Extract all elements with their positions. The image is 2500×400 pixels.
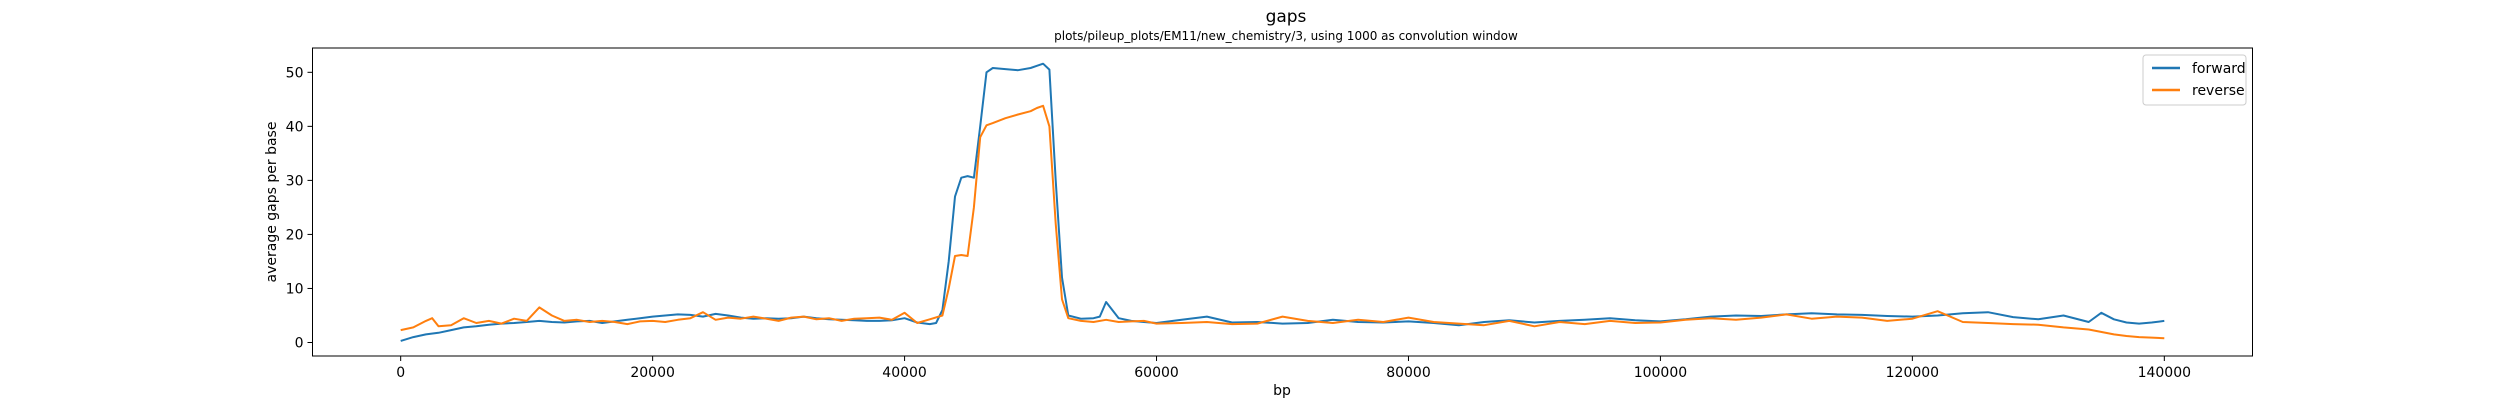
chart-title: gaps bbox=[1266, 7, 1307, 27]
series-line-forward bbox=[400, 62, 2165, 342]
x-tick-label: 0 bbox=[396, 365, 405, 381]
x-tick-label: 20000 bbox=[630, 365, 675, 381]
y-tick-label: 10 bbox=[286, 281, 304, 297]
plot-area bbox=[400, 62, 2165, 342]
y-tick-label: 20 bbox=[286, 227, 304, 243]
x-axis: 0 20000 40000 60000 80000 100000 120000 140000 bbox=[396, 356, 2191, 381]
legend-label-forward: forward bbox=[2192, 61, 2246, 77]
x-tick-label: 40000 bbox=[882, 365, 927, 381]
y-tick-label: 40 bbox=[286, 119, 304, 135]
x-tick-label: 120000 bbox=[1886, 365, 1939, 381]
y-axis-label: average gaps per base bbox=[264, 122, 280, 283]
legend-label-reverse: reverse bbox=[2192, 83, 2245, 99]
legend: forward reverse bbox=[2142, 54, 2247, 106]
axes-frame bbox=[312, 47, 2253, 357]
y-tick-label: 50 bbox=[286, 65, 304, 81]
y-tick-label: 0 bbox=[295, 335, 304, 351]
series-line-reverse bbox=[400, 104, 2165, 340]
x-tick-label: 100000 bbox=[1634, 365, 1687, 381]
y-axis: 0 10 20 30 40 50 bbox=[286, 65, 313, 351]
x-tick-label: 60000 bbox=[1134, 365, 1179, 381]
x-axis-label: bp bbox=[1273, 383, 1291, 399]
x-tick-label: 80000 bbox=[1386, 365, 1431, 381]
chart-subtitle: plots/pileup_plots/EM11/new_chemistry/3,… bbox=[1054, 29, 1518, 43]
x-tick-label: 140000 bbox=[2138, 365, 2191, 381]
y-tick-label: 30 bbox=[286, 173, 304, 189]
